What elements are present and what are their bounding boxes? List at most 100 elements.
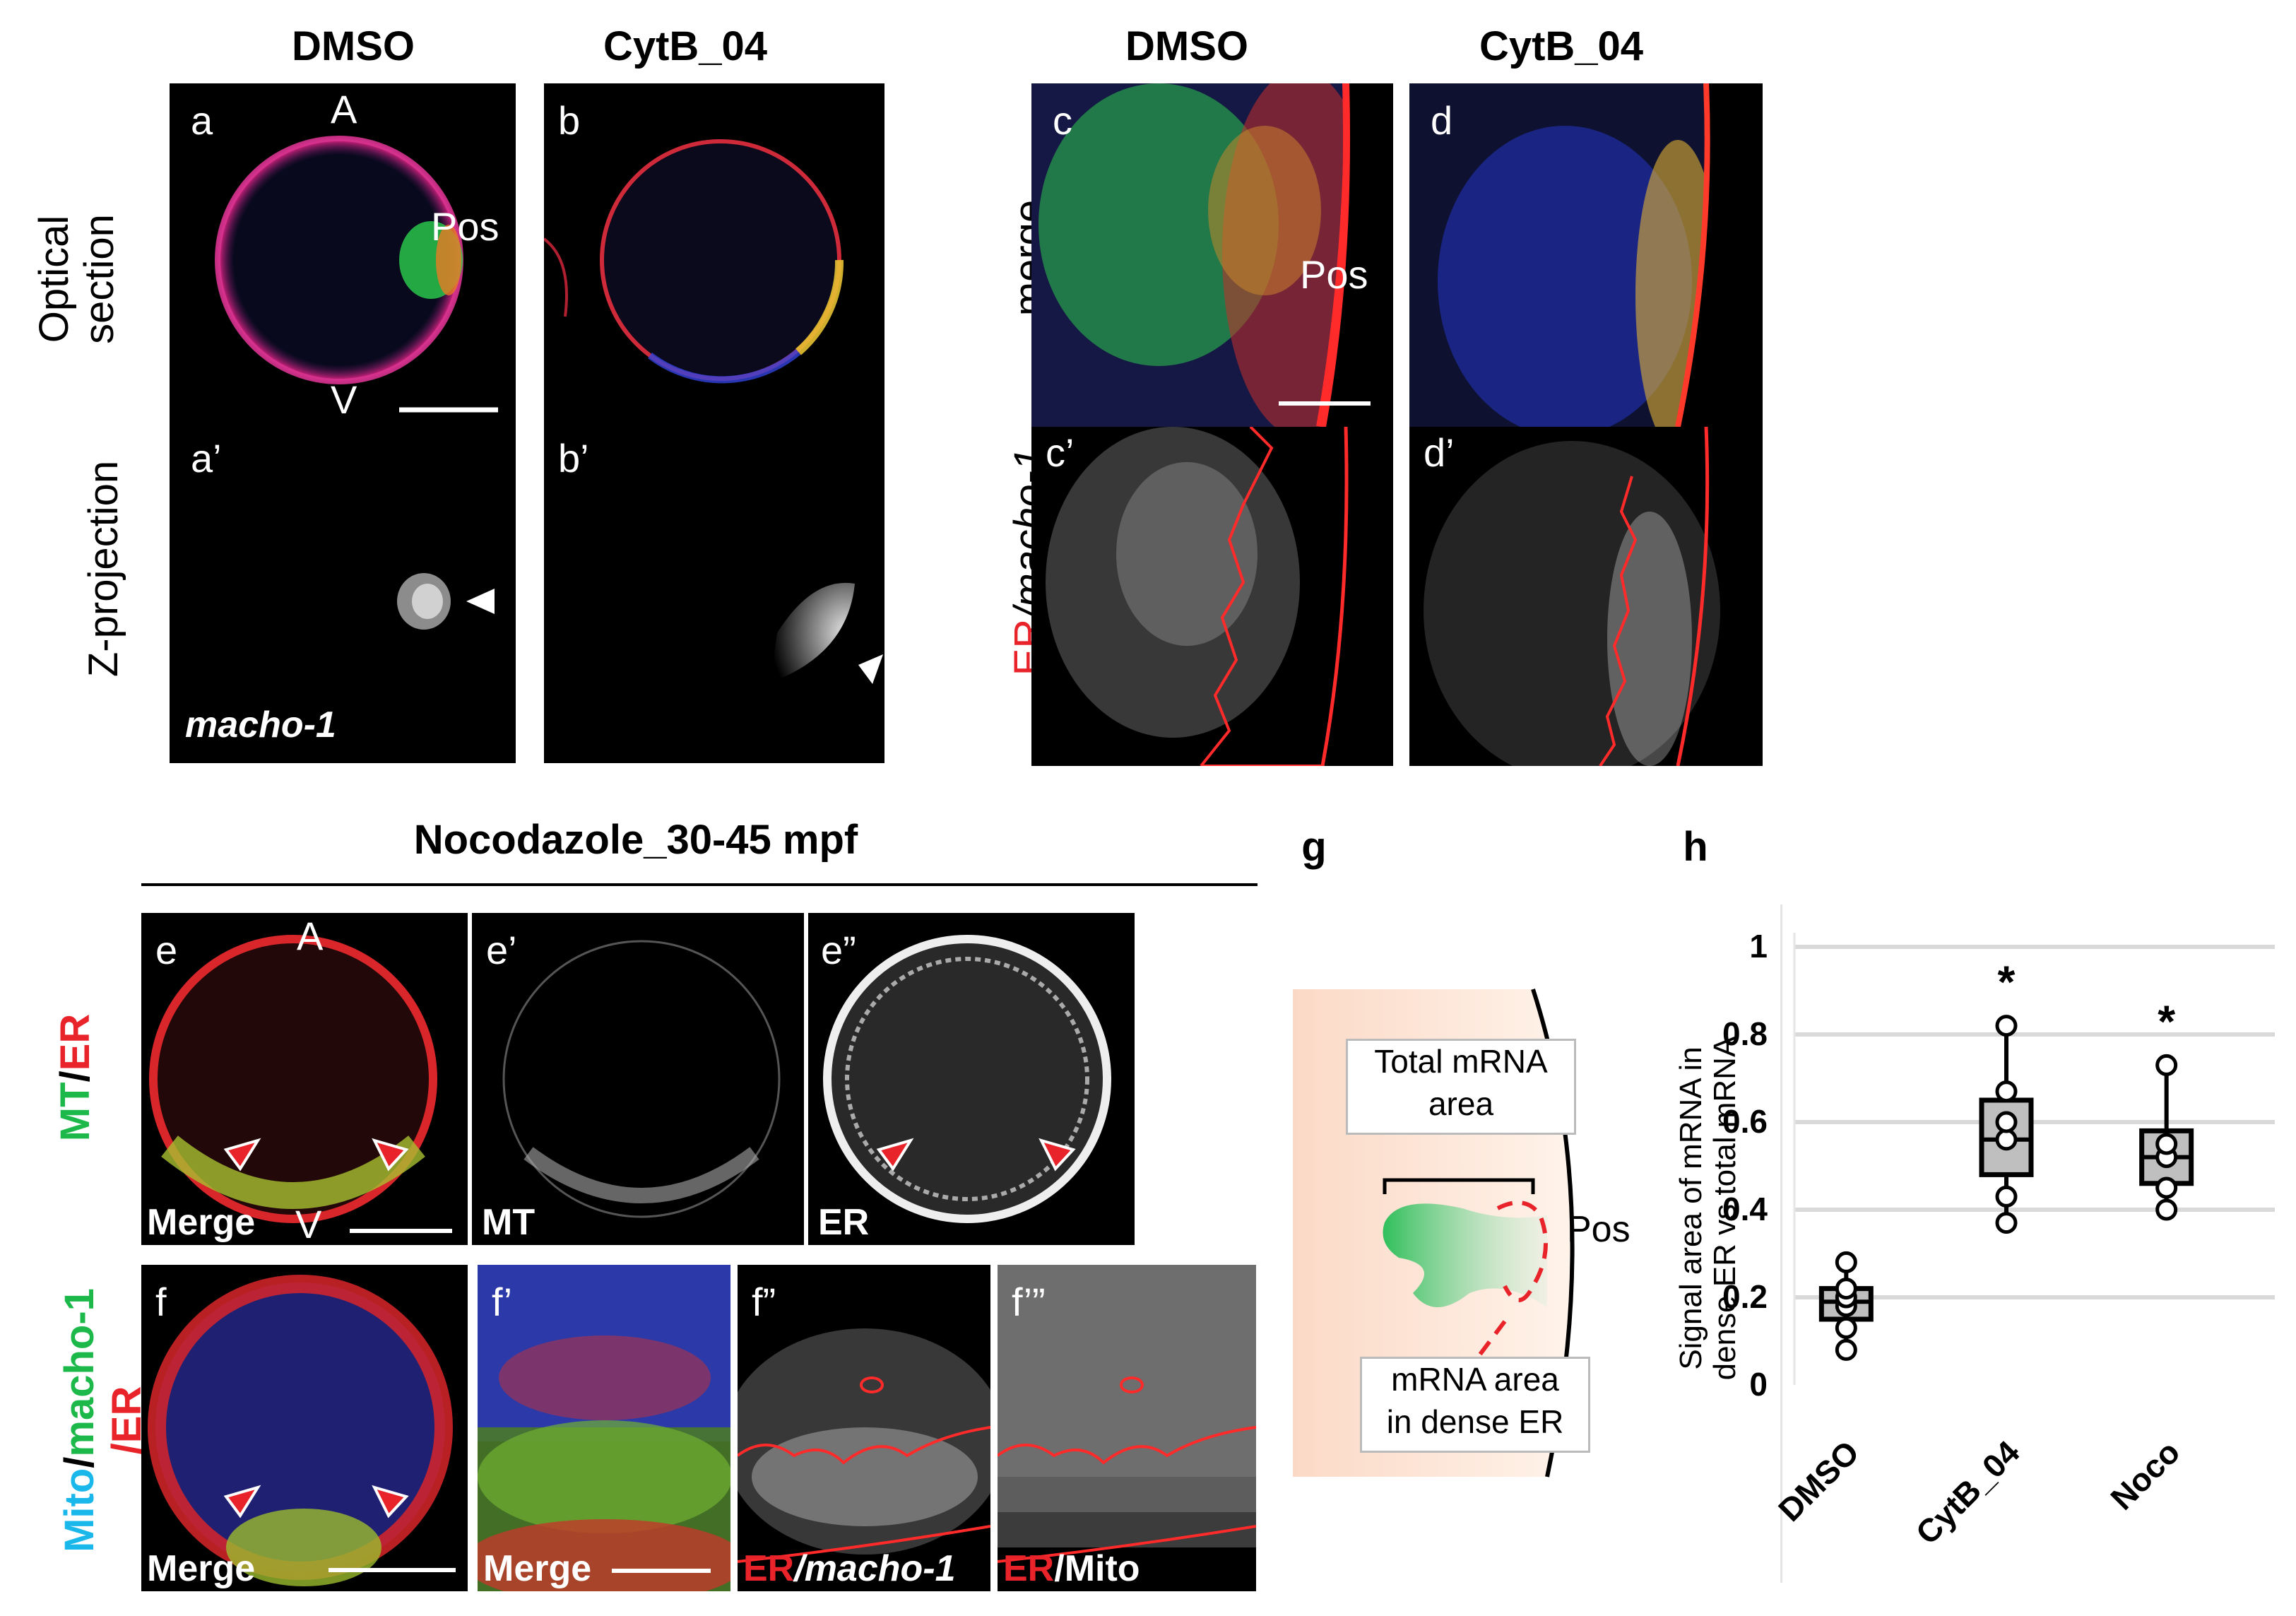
panel-label-h: h xyxy=(1683,824,1708,870)
panel-label-f-prime: f’ xyxy=(492,1280,513,1324)
pos-label-a: Pos xyxy=(431,204,499,249)
panel-label-b: b xyxy=(558,98,581,143)
significance-star: * xyxy=(2158,996,2175,1046)
data-point xyxy=(1995,1111,2018,1133)
box-plot-chart: ** xyxy=(1793,933,2275,1385)
panel-label-a-prime: a’ xyxy=(191,436,222,480)
header-cytb-right: CytB_04 xyxy=(1479,23,1644,69)
side-label-mito-macho-er: Mito/macho-1 /ER xyxy=(57,1288,150,1552)
diagram-total-label-box: Total mRNA area xyxy=(1346,1039,1576,1135)
panel-c-merge-dmso: c Pos xyxy=(1031,83,1393,427)
diagram-pos-label: Pos xyxy=(1567,1209,1631,1250)
panel-f-tprime-er-mito: f’” ER/Mito xyxy=(998,1265,1256,1591)
y-tick-label: 0.6 xyxy=(1722,1103,1768,1140)
row-label-z-projection: Z-projection xyxy=(81,460,126,678)
panel-c-image xyxy=(1031,83,1393,427)
data-point xyxy=(2155,1176,2178,1199)
panel-b-prime-zproj-cytb: b’ xyxy=(544,421,884,763)
axis-label-V-e: V xyxy=(295,1202,322,1245)
panel-label-d-prime: d’ xyxy=(1424,430,1455,475)
y-tick-label: 1 xyxy=(1749,928,1768,965)
axis-label-V: V xyxy=(331,377,357,421)
panel-a-prime-zproj-dmso: a’ macho-1 xyxy=(170,421,516,763)
data-point xyxy=(1835,1338,1857,1361)
y-tick-label: 0.4 xyxy=(1722,1191,1768,1227)
panel-e-prime-image xyxy=(502,940,781,1218)
panel-label-f-tprime: f’” xyxy=(1012,1280,1046,1324)
section-title-nocodazole: Nocodazole_30-45 mpf xyxy=(413,817,858,863)
gene-label-macho: macho-1 xyxy=(185,704,336,745)
panel-label-g: g xyxy=(1301,824,1327,870)
panel-d-prime-er-macho-cytb: d’ xyxy=(1409,427,1763,766)
panel-label-d: d xyxy=(1431,98,1453,143)
data-point xyxy=(1995,1080,2018,1103)
er-label-e: ER xyxy=(818,1202,870,1243)
panel-b-image xyxy=(544,139,844,384)
mt-label: MT xyxy=(482,1202,535,1243)
panel-label-e-prime: e’ xyxy=(486,928,517,972)
panel-label-e-dprime: e” xyxy=(821,928,856,972)
panel-a-prime-image xyxy=(397,573,495,630)
data-point xyxy=(2155,1133,2178,1155)
section-divider xyxy=(141,883,1258,886)
panel-b-prime-image xyxy=(770,582,883,684)
panel-e-image xyxy=(149,935,452,1233)
data-point xyxy=(1995,1128,2018,1151)
side-label-mt-er: MT/ER xyxy=(52,1013,98,1142)
panel-e-prime-mt: e’ MT xyxy=(472,913,804,1245)
x-category-label: CytB_04 xyxy=(1908,1433,2027,1552)
arrowhead-icon xyxy=(372,1138,409,1172)
panel-f-tprime-image xyxy=(998,1265,1256,1563)
data-point xyxy=(1995,1185,2018,1208)
header-cytb-left: CytB_04 xyxy=(603,23,768,69)
panel-c-prime-er-macho-dmso: c’ xyxy=(1031,427,1393,766)
panel-b-optical-cytb: b xyxy=(544,83,884,421)
significance-star: * xyxy=(1998,957,2016,1008)
arrowhead-icon xyxy=(223,1138,261,1172)
panel-label-a: a xyxy=(191,98,213,143)
row-label-optical-section: Optical section xyxy=(31,214,122,344)
data-point xyxy=(1835,1316,1857,1339)
panel-a-image xyxy=(215,136,498,413)
header-dmso-left: DMSO xyxy=(292,23,415,69)
merge-label-f: Merge xyxy=(147,1548,256,1589)
merge-label-e: Merge xyxy=(147,1202,256,1243)
data-point xyxy=(2155,1198,2178,1221)
data-point xyxy=(1835,1251,1857,1273)
data-point xyxy=(1995,1212,2018,1234)
er-macho-label-f: ER/macho-1 xyxy=(743,1548,956,1589)
y-axis-ticks: 0 0.2 0.4 0.6 0.8 1 xyxy=(1710,919,1773,1413)
arrowhead-icon xyxy=(858,654,883,684)
panel-f-dprime-image xyxy=(738,1328,990,1563)
axis-label-A-e: A xyxy=(297,914,324,958)
panel-f-prime-image xyxy=(478,1265,730,1591)
diagram-dense-label-box: mRNA area in dense ER xyxy=(1360,1357,1590,1453)
arrowhead-icon xyxy=(223,1485,261,1518)
er-mito-label-f: ER/Mito xyxy=(1003,1548,1140,1589)
arrowhead-icon xyxy=(876,1138,914,1172)
x-category-label: DMSO xyxy=(1771,1433,1866,1528)
pos-label-c: Pos xyxy=(1300,252,1368,297)
panel-a-optical-dmso: a A V Pos xyxy=(170,83,516,421)
y-tick-label: 0.8 xyxy=(1722,1015,1768,1052)
panel-label-b-prime: b’ xyxy=(558,436,589,480)
panel-label-e: e xyxy=(155,928,178,972)
panel-e-dprime-image xyxy=(823,935,1111,1223)
data-point xyxy=(1835,1278,1857,1300)
axis-label-A: A xyxy=(331,87,357,131)
header-dmso-right: DMSO xyxy=(1125,23,1248,69)
panel-e-merge: e A V Merge xyxy=(141,913,468,1245)
y-tick-label: 0 xyxy=(1749,1366,1768,1403)
panel-label-c: c xyxy=(1053,98,1072,143)
panel-d-merge-cytb: d xyxy=(1409,83,1763,427)
panel-f-dprime-er-macho: f” ER/macho-1 xyxy=(738,1265,990,1591)
panel-d-image xyxy=(1409,83,1763,427)
arrowhead-icon xyxy=(1038,1138,1076,1172)
x-category-label: Noco xyxy=(2102,1433,2187,1517)
data-point xyxy=(2155,1054,2178,1076)
panel-f-merge: f Merge xyxy=(141,1265,468,1591)
panel-label-f: f xyxy=(155,1280,167,1324)
y-tick-label: 0.2 xyxy=(1722,1278,1768,1315)
panel-d-prime-image xyxy=(1424,427,1720,766)
data-point xyxy=(1995,1015,2018,1037)
